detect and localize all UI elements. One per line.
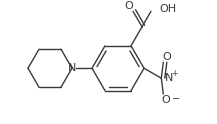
Text: +: + [171, 69, 178, 78]
Text: O: O [161, 95, 170, 105]
Text: N: N [68, 63, 76, 73]
Text: O: O [125, 1, 133, 11]
Text: N: N [165, 73, 174, 83]
Text: −: − [172, 94, 181, 104]
Text: OH: OH [159, 4, 176, 14]
Text: O: O [162, 52, 171, 62]
